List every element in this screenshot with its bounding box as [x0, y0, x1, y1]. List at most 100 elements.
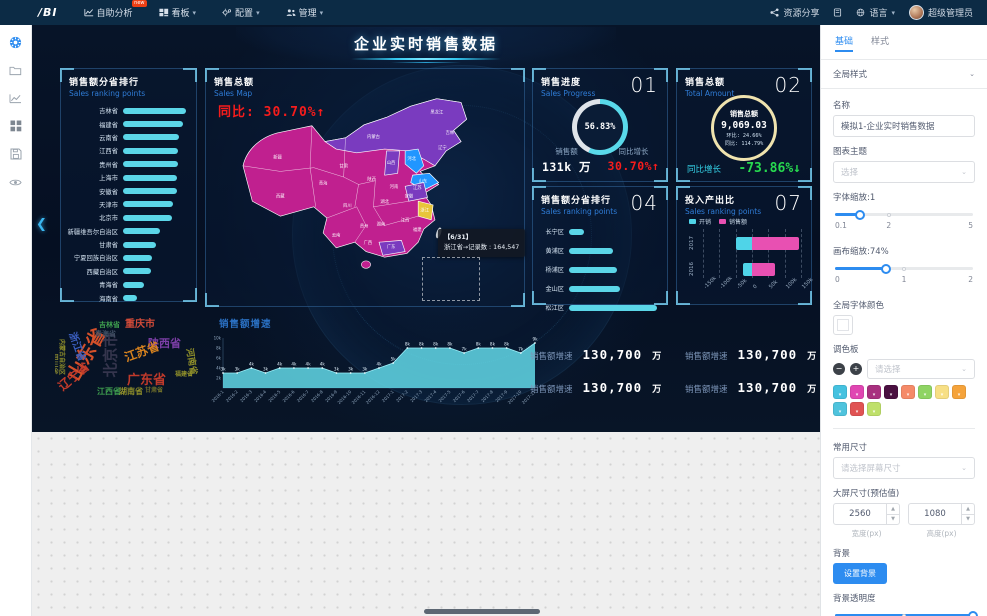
tab-basic[interactable]: 基础 — [835, 34, 854, 52]
stat-card[interactable]: 销售额增速 130,700 万 — [530, 347, 667, 362]
save-icon[interactable] — [9, 147, 23, 161]
widget-total-amount[interactable]: 销售总额 Total Amount 02 销售总额 9,069.03 环比: 2… — [676, 68, 812, 182]
widget-rank-districts[interactable]: 销售额分省排行 Sales ranking points 04 长宁区 黄浦区 杨浦… — [532, 186, 668, 312]
eye-icon[interactable] — [9, 175, 23, 189]
slider-handle[interactable] — [881, 263, 892, 274]
design-canvas[interactable]: 企业实时销售数据 ❮ 销售额分省排行 Sales ranking points … — [32, 25, 820, 616]
bar — [123, 295, 137, 302]
map-tooltip-value: 浙江省→记录数 : 164,547 — [444, 244, 520, 252]
slider-track[interactable] — [835, 263, 973, 274]
new-badge: new — [132, 0, 147, 7]
section-global-style[interactable]: 全局样式 ⌄ — [821, 60, 987, 89]
widget-input-output-ratio[interactable]: 投入产出比 Sales ranking points 07 开销 销售额 -150… — [676, 186, 814, 305]
slider-stop — [902, 613, 906, 616]
palette-color-swatch[interactable]: ▾ — [884, 385, 898, 399]
chart-icon[interactable] — [9, 91, 23, 105]
font-color-picker[interactable] — [833, 315, 853, 335]
grid-icon[interactable] — [9, 119, 23, 133]
slider-mark-label: 2 — [886, 221, 892, 230]
collapse-left-arrow[interactable]: ❮ — [36, 217, 47, 232]
stat-label: 销售额增速 — [530, 352, 573, 362]
stat-card[interactable]: 销售额增速 130,700 万 — [685, 380, 820, 395]
resource-share-button[interactable]: 资源分享 — [770, 6, 819, 19]
legend-item[interactable]: 销售额 — [719, 217, 747, 226]
width-stepper[interactable]: 2560 ▲ ▼ — [833, 503, 900, 525]
step-down-icon: ▼ — [891, 516, 895, 523]
set-background-button[interactable]: 设置背景 — [833, 563, 887, 584]
nav-item-4[interactable]: 管理 ▾ — [286, 6, 323, 19]
stepper-arrows[interactable]: ▲ ▼ — [886, 504, 899, 524]
slider-mark-label: 0.1 — [835, 221, 847, 230]
dashboard-screen[interactable]: 企业实时销售数据 ❮ 销售额分省排行 Sales ranking points … — [32, 25, 820, 432]
language-icon — [857, 8, 865, 17]
svg-text:5k: 5k — [391, 357, 397, 362]
step-up-icon: ▲ — [962, 504, 974, 515]
palette-color-swatch[interactable]: ▾ — [850, 402, 864, 416]
slider-handle[interactable] — [968, 610, 978, 616]
palette-select[interactable]: 请选择 ⌄ — [867, 359, 975, 379]
bar-label: 海南省 — [99, 295, 118, 303]
canvas-scale-slider[interactable]: 0 1 2 — [835, 263, 973, 285]
slider-track[interactable] — [835, 209, 973, 220]
nav-item-1[interactable]: 自助分析 new — [83, 0, 147, 19]
wordcloud-word: 江苏省 — [122, 339, 162, 365]
palette-color-swatch[interactable]: ▾ — [833, 402, 847, 416]
palette-color-swatch[interactable]: ▾ — [935, 385, 949, 399]
chart-legend[interactable]: 开销 销售额 — [689, 217, 747, 226]
height-stepper[interactable]: 1080 ▲ ▼ — [908, 503, 975, 525]
widget-stat-cards[interactable]: 销售额增速 130,700 万销售额增速 130,700 万销售额增速 130,700 万销… — [530, 325, 820, 417]
panel-subtitle: Sales ranking points — [541, 207, 618, 216]
svg-text:四川: 四川 — [343, 203, 352, 209]
stat-value: 130,700 — [582, 347, 643, 362]
stat-card[interactable]: 销售额增速 130,700 万 — [530, 380, 667, 395]
widget-growth-chart[interactable]: 销售额增速 10k 8k 6k 4k 2k 3k 2016-1 3k 2016-2 4k 2016-… — [205, 310, 553, 410]
palette-color-swatch[interactable]: ▾ — [918, 385, 932, 399]
dashboard-name-input[interactable]: 模拟1-企业实时销售数据 — [833, 115, 975, 137]
panel-subtitle: Total Amount — [685, 89, 735, 98]
palette-color-swatch[interactable]: ▾ — [867, 402, 881, 416]
bar-segment-expense — [742, 263, 752, 276]
language-menu[interactable]: 语言 ▾ — [856, 6, 895, 19]
palette-color-swatch[interactable]: ▾ — [952, 385, 966, 399]
stat-value: 130,700 — [737, 380, 798, 395]
palette-color-swatch[interactable]: ▾ — [901, 385, 915, 399]
horizontal-scrollbar[interactable] — [424, 609, 540, 614]
slider-mark-label: 0 — [835, 275, 840, 284]
app-logo[interactable]: /BI — [38, 6, 58, 19]
panel-title: 销售总额 — [214, 78, 255, 88]
inspector-panel: 基础 样式 全局样式 ⌄ 名称 模拟1-企业实时销售数据 图表主题 选择 ⌄ 字体… — [820, 25, 987, 616]
nav-item-2[interactable]: 看板 ▾ — [158, 6, 196, 19]
settings-icon[interactable] — [9, 35, 23, 49]
folder-icon[interactable] — [9, 63, 23, 77]
legend-item[interactable]: 开销 — [689, 217, 711, 226]
svg-text:江苏: 江苏 — [413, 184, 422, 191]
svg-text:2017-8: 2017-8 — [480, 389, 494, 403]
widget-wordcloud[interactable]: 山东省 北京市 辽宁省 浙江省 重庆市 吉林省 青海省 陕西省 江苏省 广东省 河南省 内蒙古自治区四… — [55, 308, 207, 402]
font-scale-slider[interactable]: 0.1 2 5 — [835, 209, 973, 231]
palette-color-swatch[interactable]: ▾ — [833, 385, 847, 399]
user-menu[interactable]: 超级管理员 — [908, 5, 973, 20]
slider-track[interactable] — [835, 610, 978, 616]
stepper-arrows[interactable]: ▲ ▼ — [961, 504, 974, 524]
widget-sales-progress[interactable]: 销售进度 Sales Progress 01 56.83% 销售额 131k 万 — [532, 68, 668, 182]
svg-text:内蒙古: 内蒙古 — [367, 133, 381, 140]
bg-opacity-slider[interactable]: 00.51 — [835, 610, 978, 616]
palette-remove-button[interactable]: − — [833, 363, 845, 375]
username-label: 超级管理员 — [927, 9, 973, 19]
docs-button[interactable] — [833, 8, 842, 17]
widget-china-map[interactable]: 销售总额 Sales Map 同比: 30.70%↑ 新疆 西藏 青海 甘肃 四川 云南 内… — [205, 68, 526, 307]
screen-dimensions-label: 大屏尺寸(预估值) — [833, 489, 900, 499]
wordcloud-word: 湖南省 — [119, 387, 143, 396]
bar — [123, 121, 184, 128]
widget-rank-provinces[interactable]: 销售额分省排行 Sales ranking points 吉林省 福建省 云南省 江西… — [60, 68, 197, 303]
stat-card[interactable]: 销售额增速 130,700 万 — [685, 347, 820, 362]
nav-item-3[interactable]: 配置 ▾ — [222, 6, 260, 19]
palette-color-swatch[interactable]: ▾ — [850, 385, 864, 399]
tab-style[interactable]: 样式 — [871, 37, 890, 47]
palette-add-button[interactable]: + — [850, 363, 862, 375]
theme-select[interactable]: 选择 ⌄ — [833, 161, 975, 183]
slider-handle[interactable] — [854, 209, 865, 220]
screen-size-select[interactable]: 请选择屏幕尺寸 ⌄ — [833, 457, 975, 479]
palette-color-swatch[interactable]: ▾ — [867, 385, 881, 399]
